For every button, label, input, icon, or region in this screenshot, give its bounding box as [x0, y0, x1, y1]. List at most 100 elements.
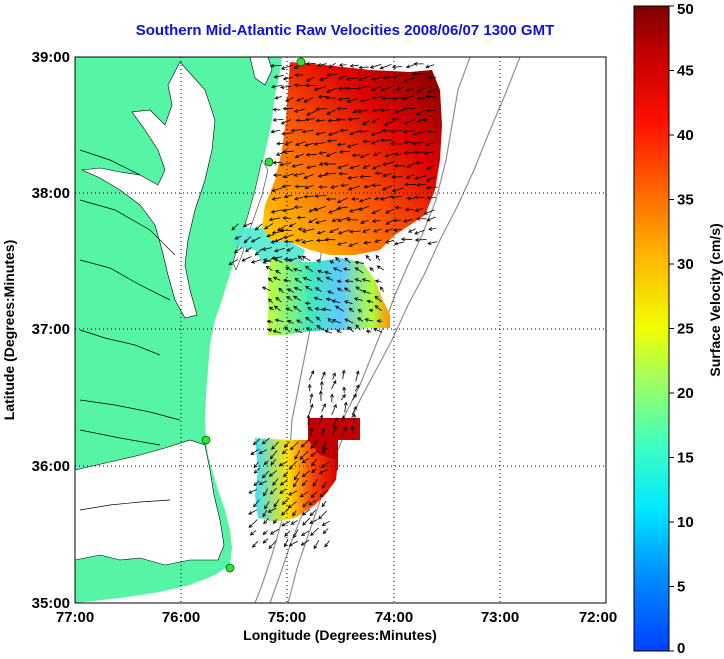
velocity-vector-head	[371, 165, 377, 170]
velocity-vector	[316, 108, 328, 110]
velocity-vector	[359, 205, 370, 211]
velocity-vector	[310, 440, 318, 449]
velocity-vector	[293, 268, 303, 272]
velocity-vector	[355, 371, 359, 382]
velocity-vector-head	[273, 305, 278, 310]
velocity-vector	[381, 108, 393, 112]
velocity-vector-head	[344, 257, 349, 262]
velocity-vector-head	[384, 228, 389, 233]
velocity-vector-head	[425, 108, 430, 113]
velocity-vector	[262, 247, 272, 251]
velocity-vector-head	[309, 393, 314, 398]
velocity-vector-head	[321, 307, 327, 312]
velocity-vector-head	[366, 299, 371, 304]
velocity-vector-head	[374, 239, 379, 243]
velocity-vector-head	[270, 63, 275, 68]
velocity-vector-head	[349, 63, 354, 68]
velocity-vector	[248, 519, 258, 528]
velocity-vector	[275, 270, 281, 275]
velocity-vector-head	[413, 61, 418, 66]
velocity-vector-head	[304, 285, 310, 290]
colorbar-tick-label: 40	[677, 127, 694, 144]
velocity-vector	[299, 450, 309, 460]
velocity-vector-head	[299, 455, 304, 460]
velocity-vector-head	[316, 238, 321, 243]
velocity-vector	[253, 461, 259, 468]
velocity-vector	[293, 529, 299, 538]
velocity-vector-head	[293, 295, 298, 300]
velocity-vector	[413, 130, 425, 136]
velocity-vector	[263, 517, 269, 524]
velocity-vector	[332, 425, 336, 436]
velocity-vector-head	[283, 257, 288, 262]
velocity-vector-head	[297, 255, 302, 260]
velocity-vector-head	[283, 473, 288, 478]
x-tick-label: 72:00	[579, 609, 617, 626]
velocity-vector	[271, 256, 283, 259]
bathymetry-contour-3	[287, 57, 521, 603]
velocity-vector	[354, 298, 363, 301]
velocity-vector	[310, 428, 313, 437]
colorbar-tick-label: 35	[677, 192, 694, 209]
velocity-vector-head	[414, 176, 419, 181]
velocity-vector	[358, 130, 369, 133]
velocity-vector-head	[274, 95, 279, 100]
x-axis: 77:00 76:00 75:00 74:00 73:00 72:00 Long…	[56, 609, 617, 643]
velocity-vector	[382, 173, 392, 177]
velocity-vector	[415, 239, 427, 241]
velocity-vector-head	[262, 260, 267, 264]
velocity-vector-head	[416, 88, 421, 93]
velocity-vector	[294, 329, 303, 334]
velocity-vector-head	[347, 117, 352, 122]
velocity-vector	[392, 187, 405, 192]
velocity-vector-head	[293, 205, 298, 210]
velocity-vector	[303, 277, 312, 282]
velocity-vector	[245, 246, 252, 252]
velocity-vector-head	[275, 270, 280, 274]
velocity-vector-head	[295, 118, 300, 123]
velocity-vector-head	[301, 459, 306, 464]
velocity-vector	[365, 318, 374, 322]
velocity-vector	[263, 258, 272, 263]
velocity-vector-head	[318, 515, 323, 520]
velocity-vector	[302, 470, 311, 477]
velocity-vector-head	[371, 87, 376, 92]
velocity-vector	[308, 404, 313, 415]
velocity-vector	[372, 77, 381, 80]
velocity-vector	[280, 479, 288, 486]
velocity-vector-head	[382, 162, 387, 166]
colorbar-tick-label: 20	[677, 385, 694, 402]
velocity-vector-head	[312, 482, 317, 487]
velocity-vector	[406, 174, 415, 179]
velocity-vector	[275, 319, 284, 323]
velocity-vector	[304, 195, 314, 198]
velocity-vector	[263, 538, 269, 544]
velocity-vector	[352, 154, 361, 156]
velocity-vector-head	[278, 287, 283, 292]
velocity-vector-head	[318, 151, 323, 155]
velocity-vector-head	[294, 455, 299, 460]
velocity-vector	[386, 219, 394, 225]
velocity-vector-head	[306, 112, 311, 116]
y-tick-label: 39:00	[32, 49, 70, 66]
velocity-vector-head	[346, 217, 351, 222]
velocity-vector-head	[301, 255, 306, 260]
velocity-vector-head	[381, 128, 386, 133]
velocity-vector	[287, 288, 295, 293]
velocity-vector	[346, 77, 359, 80]
velocity-vector-head	[322, 530, 327, 535]
velocity-vector-head	[284, 326, 289, 331]
velocity-vector-head	[411, 71, 416, 76]
velocity-vector-head	[315, 131, 320, 136]
velocity-vector	[427, 241, 438, 245]
velocity-vector	[297, 216, 306, 219]
velocity-vector-head	[274, 248, 279, 253]
velocity-vector	[414, 229, 425, 235]
velocity-vector	[349, 208, 361, 213]
radar-station	[225, 563, 235, 573]
velocity-vector	[321, 428, 325, 436]
velocity-vector-head	[288, 491, 293, 496]
velocity-vector-head	[395, 87, 401, 91]
velocity-vector-head	[401, 96, 406, 101]
velocity-vector-head	[383, 122, 389, 126]
